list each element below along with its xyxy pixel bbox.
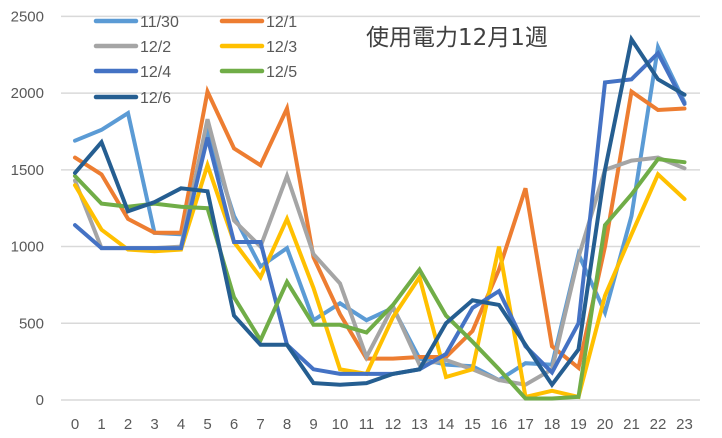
y-tick-label: 2500 [11,8,44,25]
chart-title: 使用電力12月1週 [366,25,548,51]
legend-label: 12/5 [266,64,297,81]
x-tick-label: 13 [411,416,428,433]
x-tick-label: 18 [544,416,561,433]
x-tick-label: 22 [650,416,667,433]
x-tick-label: 21 [623,416,640,433]
series-line-12-4 [73,49,687,376]
legend-label: 12/1 [266,14,297,31]
x-tick-label: 2 [124,416,132,433]
x-tick-label: 1 [97,416,105,433]
legend-label: 11/30 [140,14,179,31]
legend-label: 12/6 [140,90,171,107]
series-line-12-5 [73,156,687,401]
x-tick-label: 7 [256,416,264,433]
x-tick-label: 12 [385,416,402,433]
legend-label: 12/2 [140,39,171,56]
x-tick-label: 6 [230,416,238,433]
y-tick-label: 1000 [11,239,44,256]
x-tick-label: 23 [676,416,693,433]
x-tick-label: 8 [283,416,291,433]
x-tick-label: 20 [597,416,614,433]
y-tick-label: 500 [19,315,44,332]
x-tick-label: 0 [71,416,79,433]
legend-label: 12/4 [140,64,171,81]
x-tick-label: 17 [517,416,534,433]
y-tick-label: 2000 [11,85,44,102]
y-tick-label: 1500 [11,162,44,179]
x-tick-label: 5 [203,416,211,433]
x-tick-label: 19 [570,416,587,433]
series-line-12-1 [73,85,687,372]
y-tick-label: 0 [36,392,44,409]
x-tick-label: 16 [491,416,508,433]
x-tick-label: 11 [359,416,375,433]
x-tick-label: 9 [309,416,317,433]
legend-label: 12/3 [266,39,297,56]
series-line-12-6 [73,34,687,389]
x-tick-label: 3 [150,416,158,433]
x-tick-label: 4 [177,416,185,433]
x-tick-label: 10 [332,416,349,433]
x-tick-label: 15 [464,416,481,433]
x-tick-label: 14 [438,416,455,433]
